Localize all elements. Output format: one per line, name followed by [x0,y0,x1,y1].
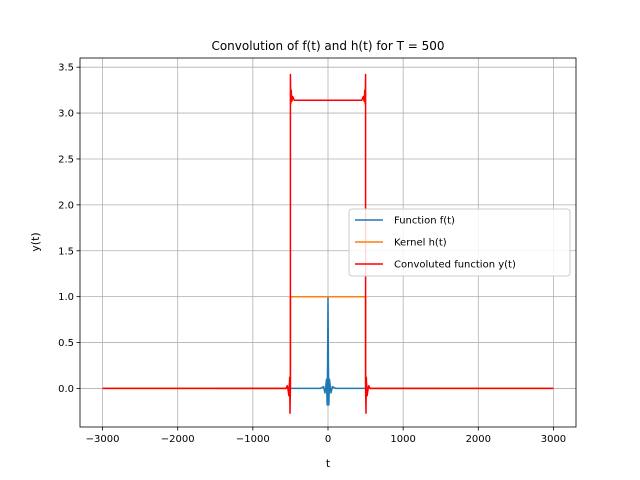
legend-box [348,208,571,277]
legend: Function f(t) Kernel h(t) Convoluted funct… [348,208,571,277]
x-tick-label: 1000 [390,434,415,445]
x-tick-label: −2000 [161,434,195,445]
series-line-y [102,73,554,414]
legend-label: Convoluted function y(t) [394,260,516,271]
x-tick-label: 3000 [541,434,566,445]
x-tick-label: −3000 [86,434,120,445]
y-axis: 0.0 0.5 1.0 1.5 2.0 2.5 3.0 3.5 [58,63,80,395]
y-tick-label: 0.0 [58,384,74,395]
legend-label: Kernel h(t) [394,238,447,249]
series-layer [102,73,554,414]
y-tick-label: 1.0 [58,292,74,303]
x-axis: −3000 −2000 −1000 0 1000 2000 3000 [86,427,566,445]
y-tick-label: 3.5 [58,63,74,74]
y-axis-label: y(t) [29,232,42,251]
chart-title: Convolution of f(t) and h(t) for T = 500 [211,39,444,53]
legend-label: Function f(t) [394,216,455,227]
x-axis-label: t [326,457,331,470]
x-tick-label: 0 [325,434,331,445]
y-tick-label: 2.5 [58,154,74,165]
y-tick-label: 1.5 [58,246,74,257]
y-tick-label: 0.5 [58,338,74,349]
y-tick-label: 2.0 [58,200,74,211]
x-tick-label: −1000 [236,434,270,445]
y-tick-label: 3.0 [58,109,74,120]
x-tick-label: 2000 [466,434,491,445]
